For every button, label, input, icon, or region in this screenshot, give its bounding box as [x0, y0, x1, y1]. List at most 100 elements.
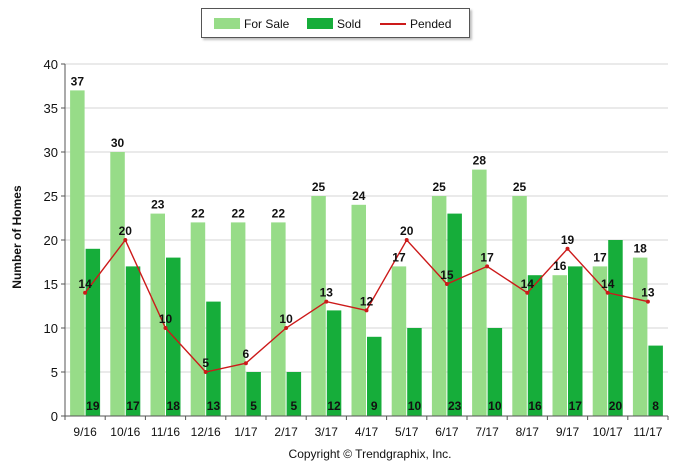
- bar-for-sale: [512, 196, 527, 416]
- sold-value-label: 10: [488, 399, 502, 413]
- bar-sold: [125, 266, 141, 416]
- sold-value-label: 17: [569, 399, 583, 413]
- sold-value-label: 5: [291, 399, 298, 413]
- for-sale-value-label: 28: [473, 154, 487, 168]
- sold-value-label: 18: [167, 399, 181, 413]
- bar-sold: [447, 213, 462, 416]
- pended-point: [605, 290, 610, 295]
- legend-label-for-sale: For Sale: [244, 17, 290, 31]
- pended-value-label: 5: [202, 356, 209, 370]
- y-tick-label: 40: [44, 57, 58, 72]
- x-tick-label: 5/17: [395, 425, 419, 439]
- bar-sold: [206, 301, 221, 416]
- sold-value-label: 19: [86, 399, 100, 413]
- sold-value-label: 5: [250, 399, 257, 413]
- bar-sold: [326, 310, 342, 416]
- pended-point: [203, 370, 208, 374]
- bar-sold: [527, 275, 543, 416]
- pended-value-label: 17: [480, 250, 494, 264]
- sold-value-label: 13: [207, 399, 221, 413]
- for-sale-value-label: 22: [231, 206, 245, 220]
- legend-label-sold: Sold: [337, 17, 362, 31]
- bar-sold: [246, 372, 261, 416]
- bar-for-sale: [351, 204, 366, 416]
- x-tick-label: 3/17: [315, 425, 339, 439]
- for-sale-value-label: 25: [432, 180, 446, 194]
- data-labels: 37 19 30 17 23 18 22 13 22 5 22 5 25 12 24 9 17 10 25 23 28 1…: [71, 74, 660, 413]
- pended-point: [243, 361, 248, 366]
- pended-point: [645, 299, 650, 304]
- bar-sold: [487, 328, 503, 416]
- sold-value-label: 9: [371, 399, 378, 413]
- y-tick-label: 10: [44, 321, 58, 336]
- legend-swatch-sold: [307, 18, 333, 29]
- bar-sold: [407, 328, 422, 416]
- bar-for-sale: [592, 266, 608, 416]
- pended-point: [324, 299, 329, 304]
- for-sale-value-label: 16: [553, 259, 567, 273]
- pended-value-label: 14: [601, 277, 615, 291]
- legend-swatch-pended: [380, 23, 406, 25]
- y-tick-label: 30: [44, 145, 58, 160]
- bar-sold: [648, 345, 663, 416]
- bar-for-sale: [391, 266, 407, 416]
- x-tick-label: 10/17: [593, 425, 623, 439]
- axes: 0 5 10 15 20 25 30 35 40 9/16 10/16 11/16 12/16 1/17 2…: [44, 57, 669, 439]
- x-tick-label: 7/17: [475, 425, 499, 439]
- pended-value-label: 14: [521, 277, 535, 291]
- bar-sold: [568, 266, 583, 416]
- pended-point: [163, 326, 168, 330]
- bar-sold: [85, 248, 101, 416]
- sold-value-label: 8: [652, 399, 659, 413]
- x-tick-label: 4/17: [355, 425, 379, 439]
- bar-sold: [286, 372, 302, 416]
- y-tick-label: 5: [51, 365, 58, 380]
- for-sale-value-label: 37: [71, 74, 85, 88]
- x-tick-label: 9/17: [556, 425, 580, 439]
- bar-for-sale: [70, 90, 85, 417]
- sold-value-label: 10: [408, 399, 422, 413]
- pended-value-label: 10: [159, 312, 173, 326]
- for-sale-value-label: 22: [272, 206, 286, 220]
- x-tick-label: 8/17: [516, 425, 540, 439]
- sold-value-label: 16: [528, 399, 542, 413]
- y-tick-label: 35: [44, 101, 58, 116]
- x-tick-label: 2/17: [274, 425, 298, 439]
- pended-point: [364, 308, 369, 313]
- for-sale-value-label: 30: [111, 136, 125, 150]
- sold-value-label: 17: [126, 399, 140, 413]
- for-sale-value-label: 17: [392, 250, 406, 264]
- x-tick-label: 6/17: [435, 425, 459, 439]
- pended-value-label: 14: [78, 277, 92, 291]
- legend-swatch-for-sale: [214, 18, 240, 29]
- legend-label-pended: Pended: [410, 17, 452, 31]
- sold-value-label: 23: [448, 399, 462, 413]
- legend: For Sale Sold Pended: [201, 8, 470, 38]
- for-sale-value-label: 25: [312, 180, 326, 194]
- bar-for-sale: [431, 196, 447, 416]
- sold-bars: [85, 213, 663, 416]
- for-sale-value-label: 23: [151, 198, 165, 212]
- pended-value-label: 19: [561, 233, 575, 247]
- x-tick-label: 11/17: [633, 425, 662, 439]
- bar-for-sale: [271, 222, 286, 416]
- y-tick-label: 25: [44, 189, 58, 204]
- pended-point: [404, 238, 409, 242]
- bar-for-sale: [110, 152, 125, 416]
- y-tick-label: 20: [44, 233, 58, 248]
- for-sale-value-label: 18: [633, 242, 647, 256]
- y-tick-label: 15: [44, 277, 58, 292]
- pended-point: [525, 290, 530, 295]
- pended-value-label: 20: [400, 224, 414, 238]
- pended-value-label: 15: [440, 268, 454, 282]
- sold-value-label: 20: [609, 399, 623, 413]
- pended-value-label: 13: [641, 286, 655, 300]
- x-tick-label: 1/17: [234, 425, 258, 439]
- pended-point: [83, 290, 88, 295]
- pended-point: [284, 326, 289, 330]
- pended-point: [123, 238, 128, 242]
- for-sale-value-label: 24: [352, 189, 366, 203]
- pended-value-label: 12: [360, 294, 374, 308]
- pended-point: [565, 246, 570, 251]
- bar-sold: [608, 240, 623, 416]
